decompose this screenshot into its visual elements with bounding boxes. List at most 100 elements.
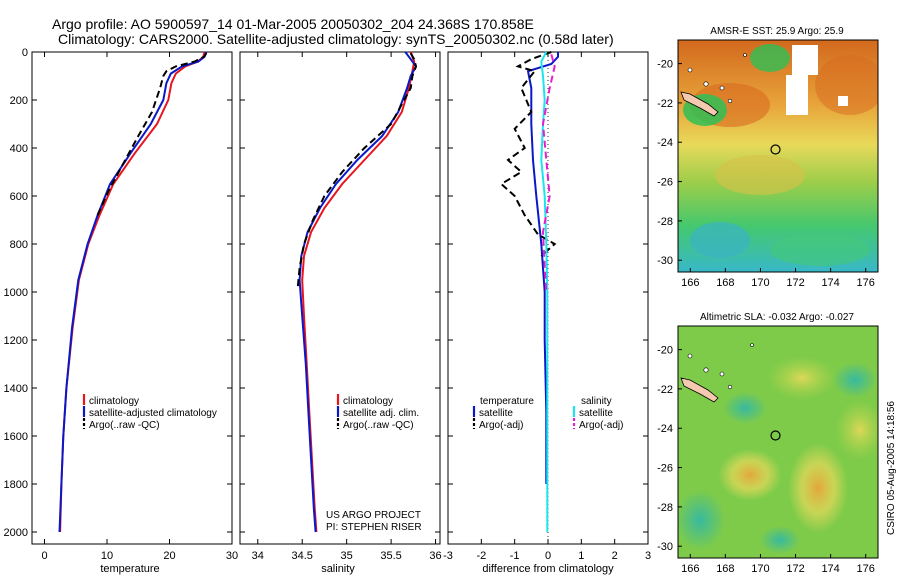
new-caledonia-landmass — [680, 91, 719, 117]
sla-high-anomaly — [718, 449, 782, 501]
sst-green-patch — [750, 44, 790, 72]
x-tick-label: 34 — [252, 550, 264, 562]
sla-high-anomaly — [788, 443, 848, 533]
island-mark — [743, 53, 747, 57]
legend-label: climatology — [89, 396, 139, 407]
argo-location-marker — [770, 144, 781, 155]
temperature-axes-frame — [31, 51, 233, 545]
legend-label: climatology — [343, 396, 393, 407]
sst-missing-data — [786, 75, 808, 115]
x-tick-label: 0 — [545, 550, 551, 562]
sst-yellow-patch — [715, 155, 805, 195]
sla-moderate-anomaly — [767, 356, 837, 400]
x-tick-label: -1 — [510, 550, 520, 562]
y-tick-label: 2000 — [4, 527, 28, 539]
map-x-tick-label: 166 — [681, 277, 699, 289]
map-x-tick-label: 174 — [821, 563, 839, 575]
y-tick-label: 800 — [10, 239, 28, 251]
map-x-tick-label: 170 — [751, 277, 769, 289]
map-x-tick-label: 168 — [716, 563, 734, 575]
y-tick-label: 1600 — [4, 431, 28, 443]
island-mark — [727, 98, 733, 104]
x-tick-label: 30 — [226, 550, 238, 562]
series-line — [526, 52, 559, 484]
legend-heading: salinity — [581, 396, 612, 407]
island-mark — [703, 367, 709, 373]
legend-label: Argo(-adj) — [579, 420, 623, 431]
series-line — [96, 52, 208, 216]
header-line1: Argo profile: AO 5900597_14 01-Mar-2005 … — [52, 16, 534, 32]
sla-low-anomaly — [678, 490, 725, 550]
map-y-tick-label: -22 — [657, 98, 673, 110]
series-line — [541, 54, 556, 293]
argo-location-marker — [770, 430, 781, 441]
legend-label: satellite — [579, 408, 613, 419]
island-mark — [687, 353, 693, 359]
sst-missing-data — [792, 45, 818, 75]
series-line — [540, 51, 549, 532]
island-mark — [703, 81, 709, 87]
map-x-tick-label: 168 — [716, 277, 734, 289]
x-tick-label: 10 — [101, 550, 113, 562]
legend-label: Argo(-adj) — [479, 420, 523, 431]
y-tick-label: 1200 — [4, 335, 28, 347]
x-tick-label: -3 — [443, 550, 453, 562]
map-y-tick-label: -28 — [657, 216, 673, 228]
y-tick-label: 200 — [10, 95, 28, 107]
temperature-panel: temperature 0 10 20 30 0 200 400 600 800 1000 1200… — [4, 47, 239, 575]
difference-xlabel: difference from climatology — [482, 563, 614, 575]
map-y-tick-label: -30 — [657, 541, 673, 553]
y-tick-label: 600 — [10, 191, 28, 203]
sst-map-panel: AMSR-E SST: 25.9 Argo: 25.9 166 168 170 172… — [657, 26, 879, 289]
island-mark — [719, 371, 725, 377]
legend-label: satellite — [479, 408, 513, 419]
salinity-axes-frame — [239, 51, 441, 545]
legend-label: Argo(..raw -QC) — [343, 420, 414, 431]
project-annotation-line1: US ARGO PROJECT — [326, 510, 421, 521]
series-line — [296, 52, 418, 288]
timestamp-side-label: CSIRO 05-Aug-2005 14:18:56 — [886, 401, 897, 535]
new-caledonia-landmass — [680, 377, 719, 403]
map-y-tick-label: -22 — [657, 384, 673, 396]
x-tick-label: 1 — [578, 550, 584, 562]
series-line — [499, 51, 557, 257]
map-x-tick-label: 172 — [786, 563, 804, 575]
x-tick-label: 35.5 — [380, 550, 401, 562]
map-y-tick-label: -26 — [657, 463, 673, 475]
header-line2: Climatology: CARS2000. Satellite-adjuste… — [58, 31, 614, 47]
map-y-tick-label: -20 — [657, 59, 673, 71]
sla-low-anomaly — [723, 392, 767, 424]
island-mark — [750, 343, 754, 347]
island-mark — [687, 67, 693, 73]
x-tick-label: 2 — [612, 550, 618, 562]
map-x-tick-label: 166 — [681, 563, 699, 575]
map-x-tick-label: 172 — [786, 277, 804, 289]
y-tick-label: 1400 — [4, 383, 28, 395]
sst-warm-patch — [815, 55, 878, 115]
series-line — [58, 51, 208, 533]
x-tick-label: 0 — [41, 550, 47, 562]
island-mark — [719, 85, 725, 91]
y-tick-label: 400 — [10, 143, 28, 155]
map-x-tick-label: 170 — [751, 563, 769, 575]
x-tick-label: 35 — [341, 550, 353, 562]
y-tick-label: 1000 — [4, 287, 28, 299]
map-x-tick-label: 174 — [821, 277, 839, 289]
map-x-tick-label: 176 — [857, 563, 875, 575]
salinity-xlabel: salinity — [321, 563, 355, 575]
sla-low-anomaly — [760, 526, 800, 554]
sst-cool-patch — [770, 234, 870, 266]
temperature-xlabel: temperature — [100, 563, 159, 575]
map-y-tick-label: -26 — [657, 177, 673, 189]
x-tick-label: 36 — [429, 550, 441, 562]
sst-map-title: AMSR-E SST: 25.9 Argo: 25.9 — [710, 26, 844, 37]
sla-low-anomaly — [833, 362, 877, 398]
sst-map-frame — [677, 39, 879, 273]
y-tick-label: 0 — [22, 47, 28, 59]
x-tick-label: 34.5 — [292, 550, 313, 562]
legend-label: satellite adj. clim. — [343, 408, 419, 419]
map-y-tick-label: -24 — [657, 137, 673, 149]
sla-moderate-anomaly — [835, 400, 878, 460]
sla-map-frame — [677, 325, 879, 559]
